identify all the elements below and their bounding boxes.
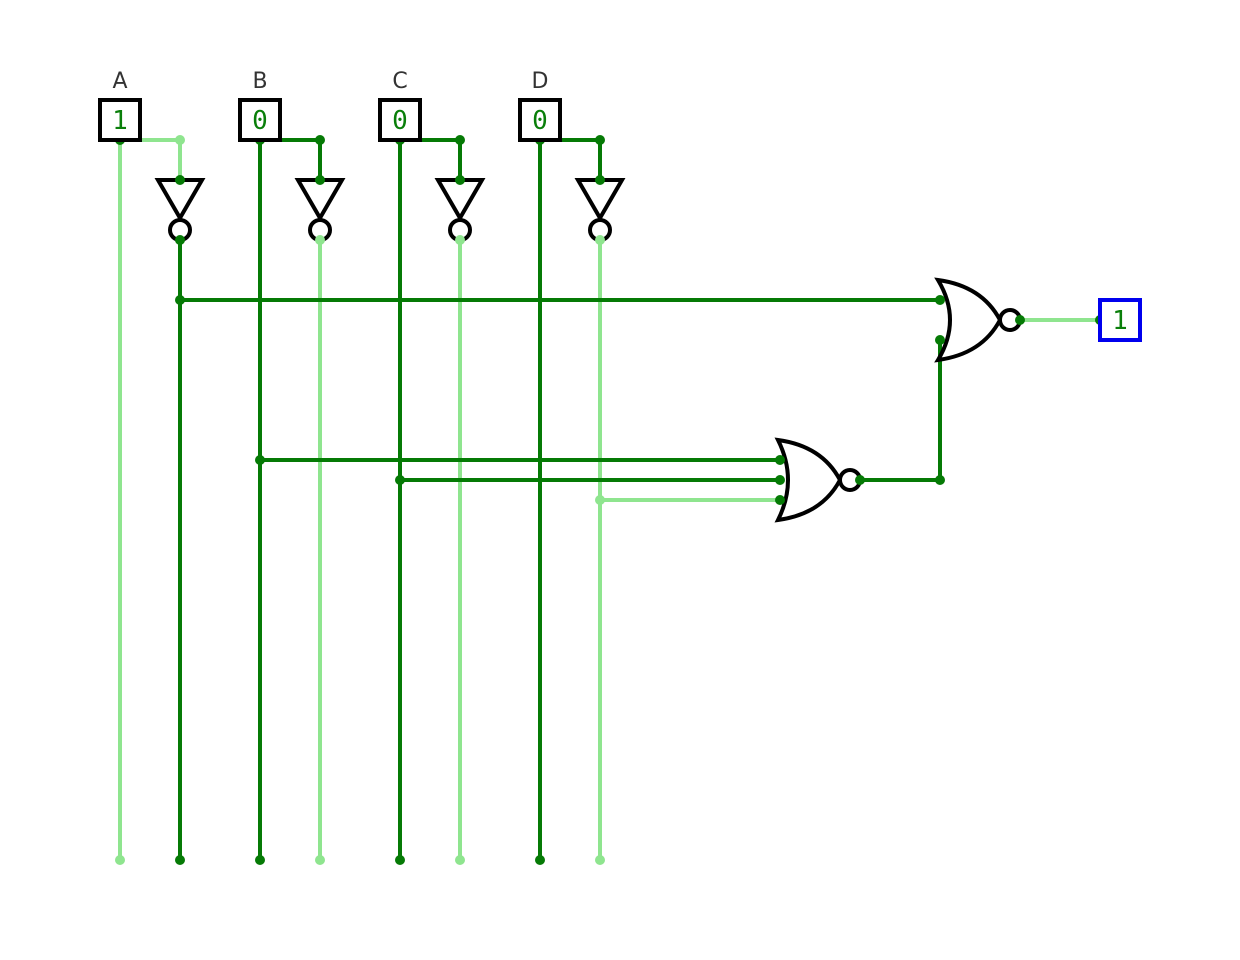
input-label-c: C <box>392 69 407 94</box>
input-value-a: 1 <box>112 106 128 136</box>
input-pin-d[interactable]: D 0 <box>518 69 562 142</box>
input-label-b: B <box>252 69 267 94</box>
input-box-a[interactable] <box>98 98 142 142</box>
junction-dots-high <box>115 135 605 865</box>
not-gate-b[interactable] <box>294 178 346 242</box>
nor-gate-2[interactable] <box>934 277 1022 363</box>
input-label-d: D <box>532 69 549 94</box>
input-value-d: 0 <box>532 106 548 136</box>
input-label-a: A <box>112 69 127 94</box>
wire-d-to-not-d <box>538 138 602 182</box>
not-gate-d[interactable] <box>574 178 626 242</box>
output-value: 1 <box>1112 306 1128 336</box>
output-box <box>1098 298 1142 342</box>
input-value-b: 0 <box>252 106 268 136</box>
not-gate-c[interactable] <box>434 178 486 242</box>
wires-high <box>118 138 1102 862</box>
input-value-c: 0 <box>392 106 408 136</box>
wire-nor1-to-nor2 <box>858 338 942 482</box>
wire-b-to-not-b <box>258 138 322 182</box>
input-box-c[interactable] <box>378 98 422 142</box>
input-pin-a[interactable]: A 1 <box>98 69 142 142</box>
wire-a-to-not-a <box>118 138 182 182</box>
nor-gate-1[interactable] <box>774 437 862 523</box>
input-pin-c[interactable]: C 0 <box>378 69 422 142</box>
input-box-d[interactable] <box>518 98 562 142</box>
wire-c-to-not-c <box>398 138 462 182</box>
output-pin: 1 <box>1098 298 1142 342</box>
input-pin-b[interactable]: B 0 <box>238 69 282 142</box>
input-box-b[interactable] <box>238 98 282 142</box>
not-gate-a[interactable] <box>154 178 206 242</box>
